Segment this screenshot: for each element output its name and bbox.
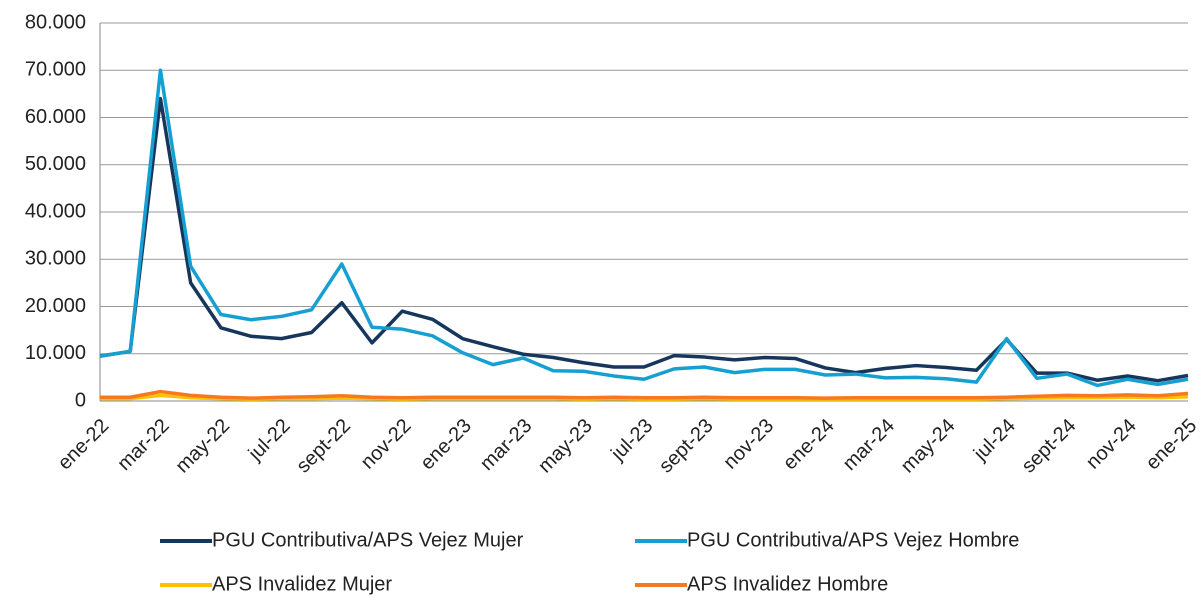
series-line	[100, 389, 1189, 400]
x-tick-label: may-24	[897, 415, 960, 478]
y-tick-label: 30.000	[25, 248, 86, 270]
y-tick-label: 0	[75, 389, 86, 411]
x-tick-label: sept-24	[1018, 415, 1081, 478]
y-tick-label: 80.000	[25, 11, 86, 33]
x-tick-label: may-23	[534, 415, 597, 478]
series-line	[99, 96, 1189, 383]
x-tick-label: mar-22	[113, 415, 173, 475]
y-tick-label: 60.000	[25, 106, 86, 128]
x-tick-label: jul-23	[606, 415, 657, 466]
x-tick-label: jul-22	[244, 415, 295, 466]
x-tick-label: ene-25	[1142, 415, 1202, 475]
legend-label: PGU Contributiva/APS Vejez Mujer	[212, 529, 524, 551]
x-tick-label: sept-22	[292, 415, 355, 478]
y-tick-label: 50.000	[25, 153, 86, 175]
legend-label: APS Invalidez Mujer	[212, 573, 392, 595]
y-tick-label: 70.000	[25, 59, 86, 81]
x-tick-label: jul-24	[969, 415, 1020, 466]
x-tick-label: sept-23	[655, 415, 718, 478]
x-tick-label: may-22	[171, 415, 234, 478]
series-line	[99, 68, 1189, 388]
x-tick-label: nov-24	[1082, 415, 1141, 474]
x-tick-label: ene-24	[779, 415, 839, 475]
x-tick-label: ene-23	[416, 415, 476, 475]
y-tick-label: 20.000	[25, 295, 86, 317]
x-tick-label: nov-22	[357, 415, 416, 474]
legend-label: PGU Contributiva/APS Vejez Hombre	[687, 529, 1019, 551]
x-tick-label: mar-24	[839, 415, 899, 475]
x-tick-label: mar-23	[476, 415, 536, 475]
x-tick-label: ene-22	[54, 415, 114, 475]
y-tick-label: 40.000	[25, 200, 86, 222]
x-tick-label: nov-23	[719, 415, 778, 474]
legend-label: APS Invalidez Hombre	[687, 573, 888, 595]
y-tick-label: 10.000	[25, 342, 86, 364]
